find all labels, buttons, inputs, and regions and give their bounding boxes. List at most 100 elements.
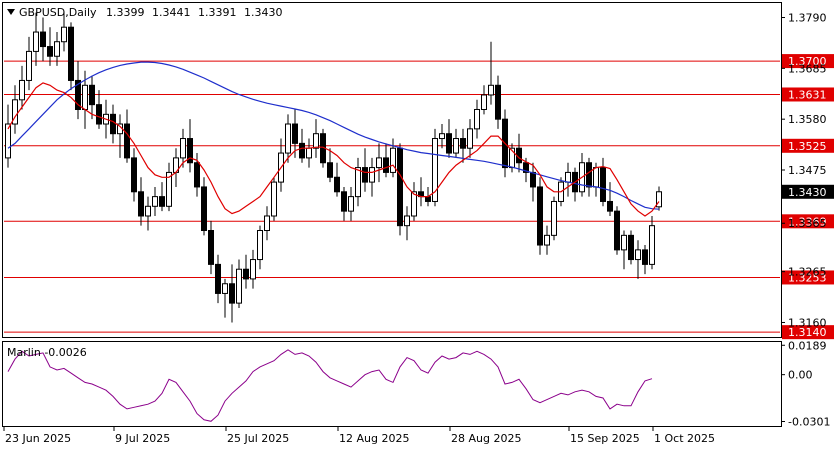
candle-down [138, 191, 144, 217]
current-price-label: 1.3430 [788, 186, 827, 199]
level-label-bg [782, 87, 834, 102]
candle-up [19, 79, 25, 101]
chart-header: GBPUSD,Daily 1.3399 1.3441 1.3391 1.3430 [19, 6, 283, 19]
candle-up [453, 138, 459, 154]
candle-down [397, 147, 403, 227]
candle-up [621, 234, 627, 251]
candle-down [159, 196, 165, 207]
candle-down [215, 263, 221, 294]
candle-up [54, 41, 60, 57]
candle-down [341, 191, 347, 212]
current-price-label-bg [782, 184, 834, 199]
candle-down [530, 171, 536, 188]
candle-down [201, 186, 207, 232]
horizontal-levels: 1.3700 1.3631 1.3525 1.3369 1.3253 1.3140 [4, 54, 834, 340]
time-axis: 23 Jun 2025 9 Jul 2025 25 Jul 2025 12 Aug 2… [3, 427, 715, 445]
candle-up [481, 94, 487, 110]
candle-up [439, 133, 445, 140]
level-label: 1.3631 [788, 88, 827, 101]
candle-down [89, 84, 95, 106]
candle-down [327, 162, 333, 178]
price-tick-label: 1.3475 [788, 164, 827, 177]
level-label: 1.3253 [788, 271, 827, 284]
candle-up [649, 225, 655, 265]
candle-up [369, 167, 375, 183]
candle-up [544, 234, 550, 246]
candle-down [334, 176, 340, 193]
candle-down [642, 249, 648, 265]
candle-down [614, 210, 620, 251]
price-tick-label: 1.3790 [788, 12, 827, 25]
candle-down [243, 268, 249, 280]
candle-up [432, 138, 438, 202]
candle-up [12, 99, 18, 125]
candle-down [600, 167, 606, 202]
candle-down [208, 230, 214, 265]
time-tick-label: 23 Jun 2025 [5, 432, 71, 445]
candle-down [40, 31, 46, 48]
candle-up [474, 108, 480, 130]
price-tick-label: 1.3580 [788, 113, 827, 126]
level-label-bg [782, 54, 834, 69]
candle-up [82, 84, 88, 110]
triangle-down-icon[interactable] [7, 9, 15, 15]
candle-down [523, 162, 529, 173]
candle-up [376, 157, 382, 169]
candle-up [285, 123, 291, 154]
level-label-bg [782, 270, 834, 285]
candle-down [110, 113, 116, 135]
candle-up [565, 171, 571, 183]
price-axis: 1.3790 1.3685 1.3580 1.3475 1.3365 1.3265 1.31… [781, 12, 834, 329]
candle-up [5, 123, 11, 159]
candle-up [404, 215, 410, 227]
candle-down [299, 142, 305, 159]
candle-up [236, 268, 242, 304]
slow-ma-line [7, 61, 660, 210]
candle-down [124, 123, 130, 159]
oscillator-tick-label: 0.00 [788, 369, 813, 382]
candle-up [222, 283, 228, 294]
candle-up [593, 167, 599, 188]
indicator-pane-frame [2, 341, 782, 427]
oscillator-line [7, 349, 653, 422]
candle-up [166, 171, 172, 207]
candle-down [194, 162, 200, 188]
price-tick-label: 1.3365 [788, 217, 827, 230]
candle-up [355, 167, 361, 198]
time-tick-label: 25 Jul 2025 [227, 432, 289, 445]
candle-up [411, 191, 417, 217]
candle-up [145, 205, 151, 217]
candle-up [313, 133, 319, 149]
candle-up [152, 196, 158, 207]
candle-up [26, 50, 32, 81]
candle-down [383, 157, 389, 173]
level-label-bg [782, 325, 834, 340]
candle-down [68, 26, 74, 81]
level-label: 1.3700 [788, 55, 827, 68]
moving-averages [7, 61, 660, 217]
candle-up [467, 128, 473, 149]
candle-down [607, 200, 613, 212]
candle-down [96, 104, 102, 125]
candle-down [47, 46, 53, 57]
candle-down [229, 283, 235, 304]
candle-down [131, 157, 137, 193]
candle-down [495, 84, 501, 120]
price-tick-label: 1.3160 [788, 316, 827, 329]
candle-up [656, 191, 662, 208]
level-label: 1.3140 [788, 326, 827, 339]
level-label: 1.3369 [788, 215, 827, 228]
candle-down [628, 234, 634, 261]
candle-up [488, 84, 494, 96]
candle-up [390, 147, 396, 173]
oscillator-tick-label: -0.0301 [788, 415, 830, 428]
oscillator-label: Marlin -0.0026 [7, 346, 87, 359]
candle-up [348, 196, 354, 212]
marlin-oscillator [7, 349, 653, 422]
level-label-bg [782, 214, 834, 229]
time-tick-label: 12 Aug 2025 [339, 432, 409, 445]
candle-up [250, 259, 256, 280]
candle-up [61, 26, 67, 43]
